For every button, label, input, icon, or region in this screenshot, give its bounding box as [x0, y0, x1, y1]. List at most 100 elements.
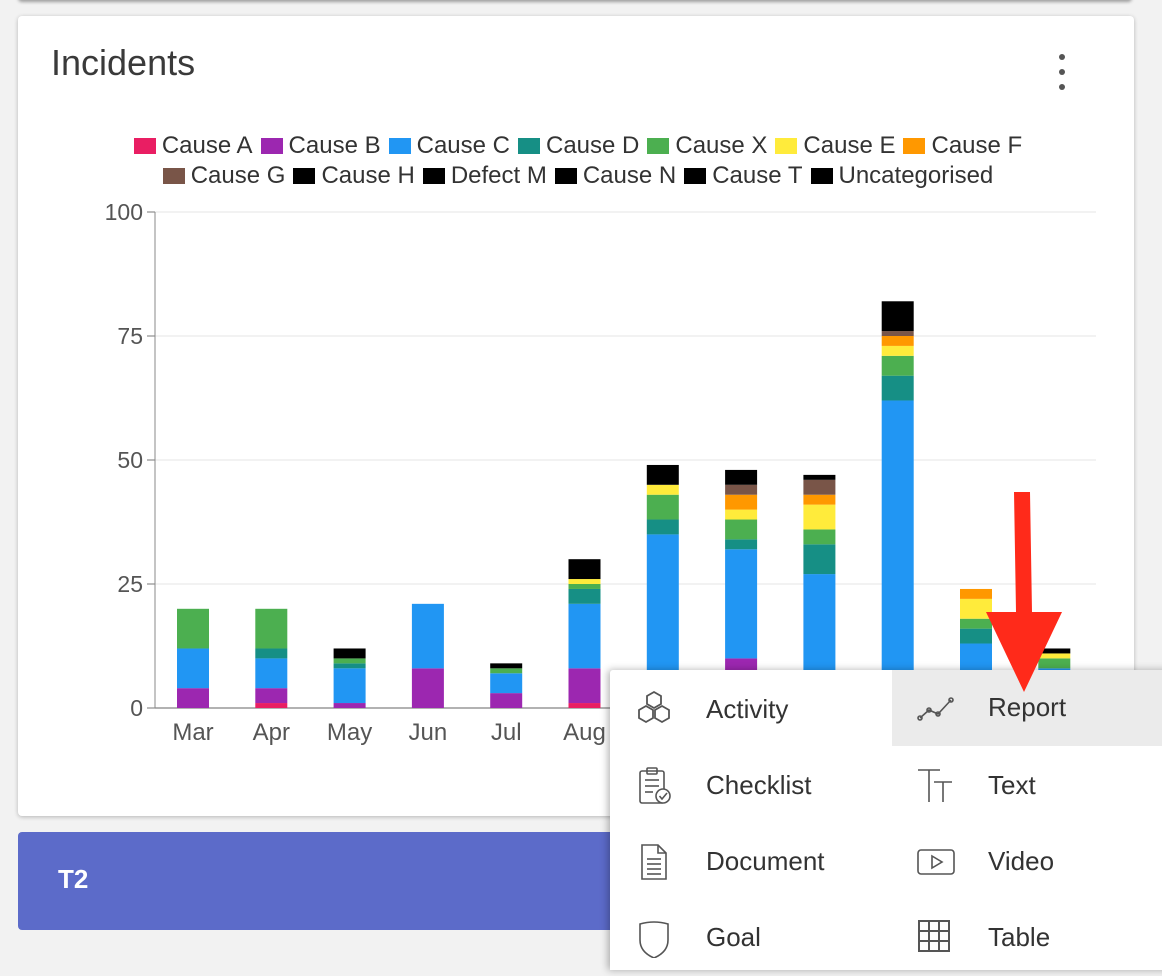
bar-segment-cause-d	[960, 628, 992, 644]
legend-label: Cause H	[321, 162, 415, 189]
menu-label-checklist: Checklist	[706, 770, 812, 800]
bar-segment-cause-a	[568, 703, 601, 708]
bar-segment-cause-c	[490, 673, 523, 694]
add-widget-menu: Activity Report Checklist	[610, 670, 1162, 970]
legend-item-cause-n[interactable]: Cause N	[554, 161, 676, 191]
legend-label: Cause X	[675, 132, 768, 159]
bar-segment-cause-b	[255, 688, 288, 704]
legend-label: Defect M	[450, 162, 547, 189]
bar-segment-cause-g	[803, 479, 836, 495]
y-tick-label: 100	[105, 199, 143, 225]
menu-item-text[interactable]: Text	[892, 748, 1162, 824]
menu-item-table[interactable]: Table	[892, 900, 1162, 976]
legend-item-cause-a[interactable]: Cause A	[133, 131, 253, 161]
legend-label: Cause D	[545, 132, 640, 159]
chart-legend: Cause A Cause B Cause C Cause D Cause X Cause…	[58, 131, 1098, 191]
legend-item-cause-b[interactable]: Cause B	[260, 131, 381, 161]
bar-segment-uncategorised	[803, 474, 836, 480]
x-tick-label: May	[327, 719, 372, 746]
bar-segment-cause-x	[881, 355, 914, 376]
card-title: Incidents	[51, 42, 196, 83]
menu-item-report[interactable]: Report	[892, 670, 1162, 746]
table-icon	[918, 920, 950, 952]
legend-label: Cause A	[161, 132, 253, 159]
bar-segment-cause-f	[725, 494, 758, 510]
bar-segment-cause-c	[725, 549, 758, 659]
bar-segment-cause-x	[646, 494, 679, 520]
legend-swatch	[260, 138, 283, 154]
bar-segment-cause-d	[803, 544, 836, 575]
menu-label-activity: Activity	[706, 694, 789, 724]
bar-segment-cause-f	[803, 494, 836, 505]
bar-segment-cause-x	[803, 529, 836, 545]
legend-swatch	[422, 168, 445, 184]
legend-label: Cause C	[416, 132, 510, 159]
bar-segment-cause-b	[490, 693, 523, 708]
bar-segment-cause-c	[411, 603, 444, 669]
document-icon	[641, 844, 667, 880]
menu-label-report: Report	[988, 692, 1067, 722]
legend-item-cause-h[interactable]: Cause H	[293, 161, 415, 191]
bar-segment-cause-d	[881, 375, 914, 401]
checklist-icon	[639, 767, 671, 804]
menu-item-checklist[interactable]: Checklist	[610, 748, 880, 824]
bar-segment-uncategorised	[1038, 648, 1071, 654]
t2-label: T2	[58, 864, 89, 894]
legend-label: Cause E	[803, 132, 896, 159]
bar-segment-uncategorised	[725, 469, 758, 485]
legend-item-cause-f[interactable]: Cause F	[903, 131, 1022, 161]
bar-segment-cause-c	[177, 648, 209, 689]
bar-segment-cause-c	[568, 603, 601, 669]
bar-segment-cause-f	[881, 336, 914, 346]
bar-segment-cause-e	[725, 509, 758, 520]
bar-segment-cause-b	[568, 668, 601, 704]
y-tick-label: 50	[117, 447, 143, 473]
legend-item-cause-t[interactable]: Cause T	[684, 161, 803, 191]
bar-segment-cause-x	[177, 608, 209, 649]
legend-item-defect-m[interactable]: Defect M	[422, 161, 547, 191]
bar-segment-cause-e	[803, 504, 836, 530]
legend-label: Cause T	[712, 162, 803, 189]
legend-swatch	[903, 138, 926, 154]
legend-label: Uncategorised	[838, 162, 994, 189]
legend-item-cause-d[interactable]: Cause D	[517, 131, 640, 161]
legend-item-uncategorised[interactable]: Uncategorised	[810, 161, 994, 191]
legend-item-cause-e[interactable]: Cause E	[775, 131, 895, 161]
legend-item-cause-c[interactable]: Cause C	[388, 131, 510, 161]
bar-segment-cause-c	[333, 668, 366, 704]
video-icon	[917, 849, 955, 875]
y-tick-label: 75	[117, 323, 143, 349]
menu-item-goal[interactable]: Goal	[610, 900, 880, 976]
bar-segment-cause-e	[568, 579, 601, 584]
x-tick-label: Jun	[409, 719, 448, 746]
line-chart-icon	[917, 697, 954, 721]
legend-swatch	[810, 168, 833, 184]
bar-segment-cause-x	[725, 519, 758, 540]
menu-item-document[interactable]: Document	[610, 824, 880, 900]
legend-item-cause-x[interactable]: Cause X	[647, 131, 767, 161]
bar-segment-uncategorised	[881, 301, 914, 332]
x-tick-label: Aug	[563, 719, 606, 746]
bar-segment-cause-x	[568, 584, 601, 589]
menu-item-activity[interactable]: Activity	[610, 672, 880, 748]
bar-segment-cause-d	[646, 519, 679, 535]
hexagons-icon	[638, 690, 670, 724]
x-tick-label: Mar	[172, 719, 213, 746]
bar-segment-cause-d	[725, 539, 758, 550]
legend-swatch	[388, 138, 411, 154]
legend-item-cause-g[interactable]: Cause G	[162, 161, 285, 191]
bar-segment-cause-e	[646, 484, 679, 495]
bar-segment-cause-b	[333, 703, 366, 708]
legend-swatch	[684, 168, 707, 184]
menu-label-text: Text	[988, 770, 1036, 800]
more-vert-icon[interactable]	[1048, 54, 1076, 90]
incidents-chart: 0 25 50 75 100 Mar Apr May Jun Jul Aug	[105, 199, 1096, 746]
menu-label-table: Table	[988, 922, 1051, 952]
menu-label-document: Document	[706, 846, 825, 876]
bar-segment-cause-b	[411, 668, 444, 708]
shield-icon	[639, 921, 669, 958]
menu-item-video[interactable]: Video	[892, 824, 1162, 900]
bar-segment-cause-e	[1038, 653, 1071, 659]
text-format-icon	[918, 769, 952, 802]
legend-swatch	[517, 138, 540, 154]
